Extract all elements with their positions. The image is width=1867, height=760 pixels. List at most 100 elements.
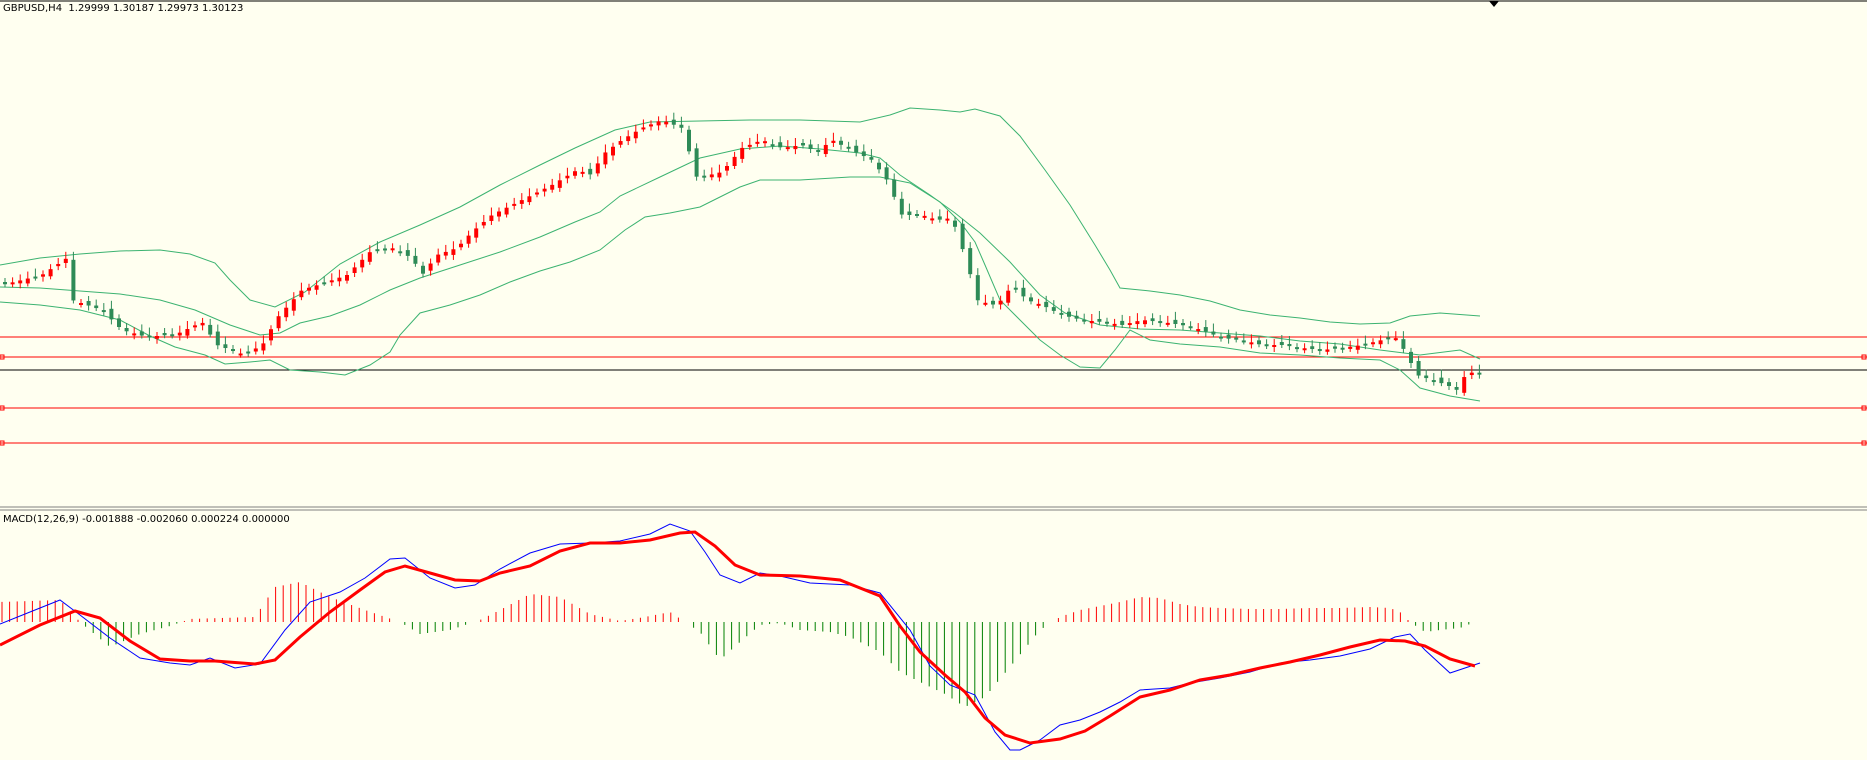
candle-body bbox=[367, 252, 372, 262]
macd-indicator-label: MACD(12,26,9) -0.001888 -0.002060 0.0002… bbox=[3, 514, 290, 525]
candle-body bbox=[732, 156, 737, 166]
candle-body bbox=[63, 258, 68, 263]
candle-body bbox=[1257, 340, 1261, 345]
candle-body bbox=[56, 263, 61, 267]
candle-body bbox=[193, 325, 197, 328]
candle-body bbox=[725, 166, 729, 171]
candle-body bbox=[1295, 347, 1299, 350]
candle-body bbox=[223, 344, 228, 349]
candle-body bbox=[1074, 315, 1079, 319]
candle-body bbox=[1234, 337, 1239, 340]
candle-body bbox=[930, 218, 935, 221]
candle-body bbox=[215, 331, 220, 346]
candle-body bbox=[1447, 382, 1451, 386]
candle-body bbox=[117, 318, 121, 327]
candle-body bbox=[10, 282, 15, 285]
candle-body bbox=[139, 331, 144, 336]
candle-body bbox=[1135, 321, 1140, 325]
bollinger-lower bbox=[0, 176, 1481, 402]
candle-body bbox=[1378, 340, 1383, 345]
candle-body bbox=[527, 196, 532, 203]
candle-body bbox=[1188, 326, 1193, 329]
candle-body bbox=[740, 147, 745, 159]
candle-body bbox=[238, 353, 243, 356]
candle-body bbox=[1431, 380, 1436, 383]
candle-body bbox=[231, 349, 235, 352]
candle-body bbox=[481, 221, 486, 226]
candle-body bbox=[451, 249, 456, 255]
candle-body bbox=[861, 151, 866, 157]
candle-body bbox=[94, 305, 99, 309]
candle-body bbox=[831, 140, 836, 143]
candle-body bbox=[299, 290, 304, 298]
candle-body bbox=[671, 119, 676, 125]
candle-body bbox=[664, 121, 669, 125]
candle-body bbox=[345, 275, 349, 281]
candle-body bbox=[1264, 344, 1269, 347]
candle-body bbox=[1013, 287, 1018, 290]
candle-body bbox=[1029, 297, 1033, 302]
candle-body bbox=[1424, 375, 1429, 379]
candle-body bbox=[261, 343, 266, 351]
candle-body bbox=[1021, 287, 1026, 297]
candle-body bbox=[991, 300, 995, 305]
candle-body bbox=[633, 131, 638, 139]
candle-body bbox=[801, 142, 805, 146]
candle-body bbox=[747, 144, 752, 147]
candle-body bbox=[1097, 318, 1102, 322]
candle-body bbox=[1127, 323, 1132, 326]
candle-body bbox=[1044, 301, 1049, 308]
candle-body bbox=[3, 282, 7, 285]
hline-handle-left-2[interactable] bbox=[0, 354, 5, 360]
chart-shift-icon[interactable] bbox=[1489, 1, 1499, 7]
candle-body bbox=[535, 192, 539, 195]
candle-body bbox=[618, 141, 623, 145]
candle-body bbox=[823, 144, 828, 155]
candle-body bbox=[877, 162, 881, 170]
candle-body bbox=[33, 276, 38, 279]
candle-body bbox=[375, 249, 380, 252]
candle-body bbox=[253, 348, 258, 352]
candle-body bbox=[884, 167, 889, 180]
candle-body bbox=[185, 329, 190, 336]
candle-body bbox=[687, 129, 691, 152]
candle-body bbox=[1279, 342, 1284, 345]
hline-handle-right-2[interactable] bbox=[1861, 354, 1867, 360]
candle-body bbox=[474, 228, 479, 238]
candle-body bbox=[1317, 349, 1322, 352]
candle-body bbox=[337, 277, 342, 282]
candle-body bbox=[101, 310, 106, 313]
candle-body bbox=[413, 255, 418, 264]
candle-body bbox=[717, 172, 722, 178]
hline-handle-left-4[interactable] bbox=[0, 440, 5, 446]
candle-body bbox=[132, 333, 137, 336]
candle-body bbox=[1051, 307, 1056, 311]
candle-body bbox=[641, 127, 646, 130]
candle-body bbox=[147, 335, 152, 338]
hline-handle-right-3[interactable] bbox=[1861, 405, 1867, 411]
candle-body bbox=[709, 174, 714, 178]
macd-histogram bbox=[1, 582, 1470, 706]
candle-body bbox=[466, 235, 471, 244]
candle-body bbox=[869, 157, 874, 160]
candle-body bbox=[1310, 346, 1315, 350]
candle-body bbox=[1371, 342, 1375, 345]
candle-body bbox=[1439, 377, 1444, 384]
candle-body bbox=[41, 274, 45, 277]
candle-body bbox=[702, 175, 707, 178]
candle-body bbox=[1181, 323, 1185, 326]
candle-body bbox=[565, 175, 570, 179]
candle-body bbox=[550, 184, 555, 190]
hline-handle-left-3[interactable] bbox=[0, 405, 5, 411]
candle-body bbox=[1393, 338, 1398, 341]
candle-body bbox=[79, 303, 83, 305]
candle-body bbox=[816, 150, 821, 153]
hline-handle-right-4[interactable] bbox=[1861, 440, 1867, 446]
bollinger-upper bbox=[0, 107, 1481, 325]
candle-body bbox=[1348, 346, 1353, 349]
macd-lines bbox=[0, 523, 1481, 751]
candle-body bbox=[1006, 290, 1011, 303]
price-candles bbox=[3, 112, 1482, 396]
